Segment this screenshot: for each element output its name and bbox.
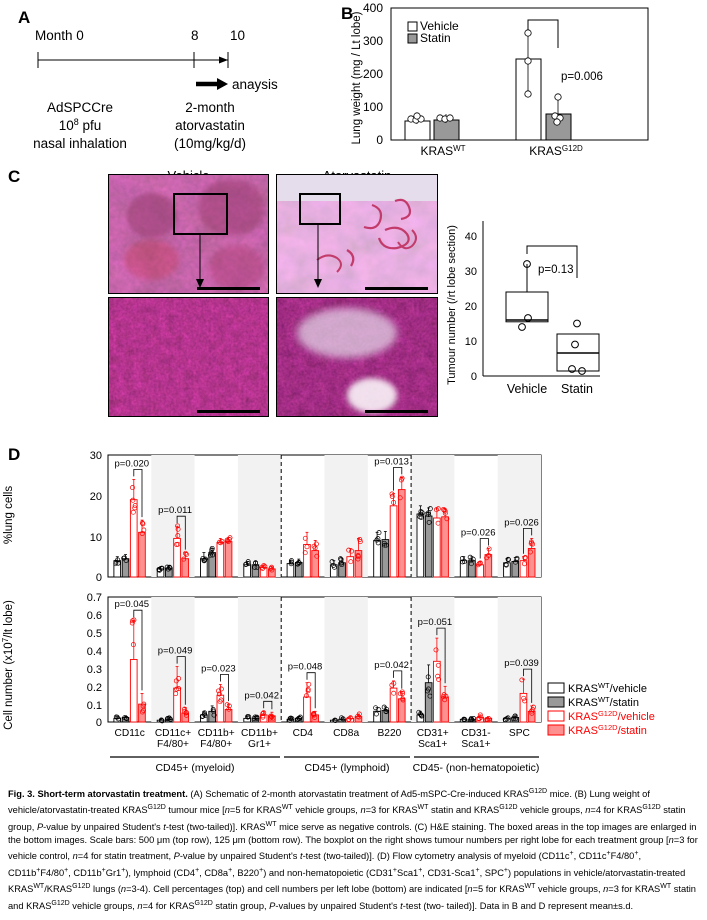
svg-text:20: 20 <box>465 301 477 313</box>
svg-text:CD45+ (lymphoid): CD45+ (lymphoid) <box>305 762 390 774</box>
svg-text:0.7: 0.7 <box>87 592 102 604</box>
svg-text:anaysis: anaysis <box>232 77 278 92</box>
svg-text:p=0.048: p=0.048 <box>288 662 323 673</box>
svg-text:KRASG12D/statin: KRASG12D/statin <box>568 723 647 738</box>
svg-text:CD31+: CD31+ <box>417 728 449 739</box>
svg-text:SPC: SPC <box>509 728 530 739</box>
svg-text:0.2: 0.2 <box>87 682 102 694</box>
svg-text:nasal inhalation: nasal inhalation <box>33 136 127 151</box>
svg-text:400: 400 <box>363 1 383 15</box>
svg-text:KRASG12D: KRASG12D <box>529 144 583 159</box>
svg-text:p=0.026: p=0.026 <box>504 517 539 528</box>
svg-text:p=0.011: p=0.011 <box>158 505 192 516</box>
svg-text:CD8a: CD8a <box>333 728 359 739</box>
svg-text:AdSPCCre: AdSPCCre <box>47 100 113 115</box>
svg-text:CD45+ (myeloid): CD45+ (myeloid) <box>155 762 234 774</box>
svg-text:Vehicle: Vehicle <box>507 382 547 396</box>
svg-text:p=0.020: p=0.020 <box>114 458 149 469</box>
svg-text:%lung cells: %lung cells <box>3 486 15 544</box>
svg-text:p=0.013: p=0.013 <box>374 456 409 467</box>
svg-text:CD45- (non-hematopoietic): CD45- (non-hematopoietic) <box>413 762 540 774</box>
svg-text:108 pfu: 108 pfu <box>59 117 102 133</box>
svg-text:200: 200 <box>363 67 383 81</box>
svg-text:Statin: Statin <box>420 31 451 45</box>
svg-text:20: 20 <box>90 491 102 503</box>
svg-text:Month 0: Month 0 <box>35 28 84 43</box>
svg-text:p=0.026: p=0.026 <box>461 528 496 539</box>
svg-text:0: 0 <box>471 371 477 383</box>
svg-text:100: 100 <box>363 100 383 114</box>
svg-text:p=0.045: p=0.045 <box>114 599 149 610</box>
svg-text:B220: B220 <box>378 728 402 739</box>
svg-text:p=0.042: p=0.042 <box>244 690 279 701</box>
svg-text:CD11c: CD11c <box>115 728 145 739</box>
svg-text:KRASWT/vehicle: KRASWT/vehicle <box>568 681 647 696</box>
svg-text:0.6: 0.6 <box>87 610 102 622</box>
svg-text:Cell number (x107/lt lobe): Cell number (x107/lt lobe) <box>1 600 16 730</box>
svg-text:0: 0 <box>376 133 383 147</box>
svg-text:Tumour number (/rt lobe sectio: Tumour number (/rt lobe section) <box>446 225 458 385</box>
svg-text:Gr1+: Gr1+ <box>248 739 271 750</box>
svg-text:10: 10 <box>230 28 245 43</box>
svg-text:0.3: 0.3 <box>87 664 102 676</box>
svg-text:10: 10 <box>465 336 477 348</box>
svg-text:0.5: 0.5 <box>87 628 102 640</box>
svg-text:(10mg/kg/d): (10mg/kg/d) <box>174 136 246 151</box>
svg-text:0.1: 0.1 <box>87 700 102 712</box>
svg-text:p=0.042: p=0.042 <box>374 660 409 671</box>
svg-text:40: 40 <box>465 231 477 243</box>
svg-text:300: 300 <box>363 34 383 48</box>
svg-text:0: 0 <box>96 572 102 584</box>
svg-text:KRASWT: KRASWT <box>420 144 465 159</box>
svg-text:CD31-: CD31- <box>461 728 490 739</box>
svg-text:p=0.049: p=0.049 <box>158 646 193 657</box>
svg-text:Lung weight (mg / Lt lobe): Lung weight (mg / Lt lobe) <box>351 11 363 144</box>
svg-text:F4/80+: F4/80+ <box>200 739 232 750</box>
svg-text:F4/80+: F4/80+ <box>157 739 189 750</box>
svg-text:10: 10 <box>90 532 102 544</box>
svg-text:Sca1+: Sca1+ <box>461 739 490 750</box>
svg-text:p=0.051: p=0.051 <box>418 617 453 628</box>
svg-text:8: 8 <box>191 28 199 43</box>
svg-text:p=0.023: p=0.023 <box>201 664 236 675</box>
svg-text:Statin: Statin <box>561 382 593 396</box>
svg-text:KRASWT/statin: KRASWT/statin <box>568 695 639 710</box>
svg-text:KRASG12D/vehicle: KRASG12D/vehicle <box>568 709 655 724</box>
svg-text:p=0.13: p=0.13 <box>538 264 574 276</box>
svg-text:CD11b+: CD11b+ <box>198 728 235 739</box>
svg-text:p=0.006: p=0.006 <box>561 71 603 83</box>
svg-text:30: 30 <box>90 450 102 462</box>
svg-text:30: 30 <box>465 266 477 278</box>
svg-text:CD11b+: CD11b+ <box>241 728 278 739</box>
svg-text:p=0.039: p=0.039 <box>504 658 539 669</box>
svg-text:CD11c+: CD11c+ <box>155 728 191 739</box>
svg-text:Sca1+: Sca1+ <box>418 739 447 750</box>
svg-text:0.4: 0.4 <box>87 646 102 658</box>
svg-text:CD4: CD4 <box>293 728 314 739</box>
svg-text:0: 0 <box>96 717 102 729</box>
svg-text:atorvastatin: atorvastatin <box>175 118 245 133</box>
svg-text:2-month: 2-month <box>185 100 235 115</box>
